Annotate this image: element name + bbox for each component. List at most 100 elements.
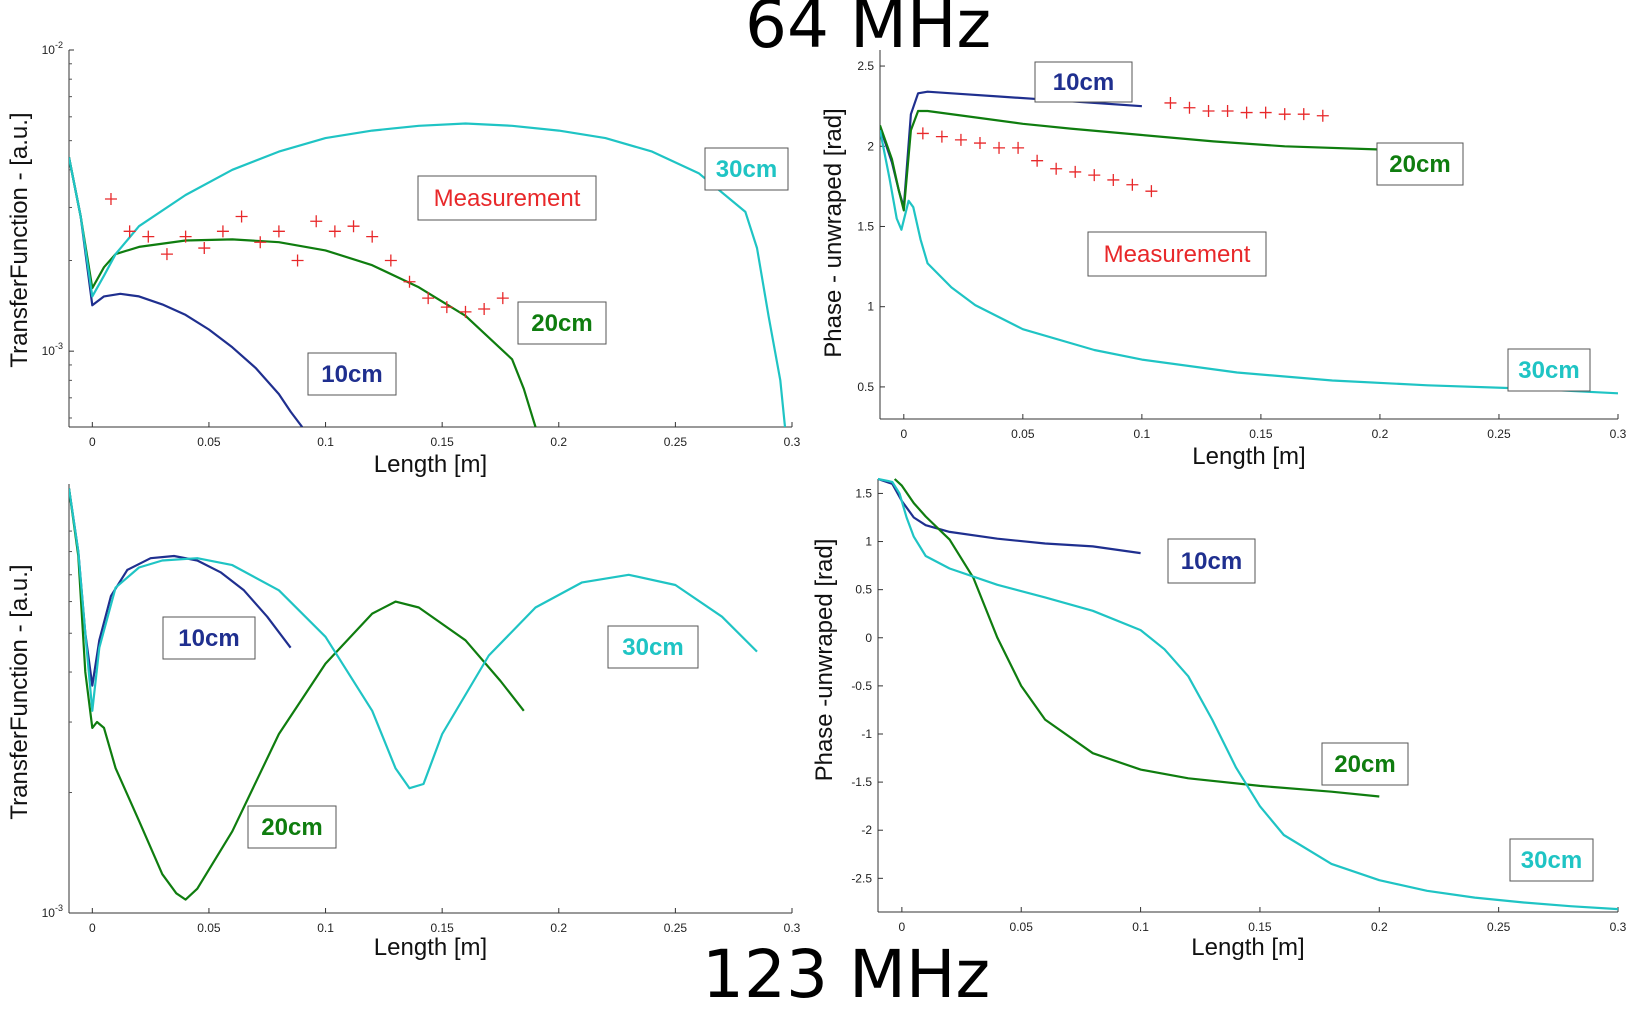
series-line-10cm — [69, 157, 304, 427]
x-tick-label: 0 — [900, 427, 907, 441]
measurement-point — [179, 230, 192, 243]
measurement-point — [496, 292, 509, 305]
annotation-20cm: 20cm — [1376, 142, 1464, 186]
x-tick-label: 0.15 — [1248, 920, 1272, 934]
y-tick-label: 1.5 — [855, 486, 872, 500]
annotation-label: 20cm — [531, 310, 592, 337]
y-tick-label: 10-3 — [42, 903, 63, 920]
annotation-box — [417, 175, 597, 221]
x-tick-label: 0.1 — [317, 921, 334, 935]
y-axis-label: TransferFunction - [a.u.] — [6, 112, 33, 367]
measurement-point — [123, 225, 136, 238]
series-line-20cm — [880, 109, 1380, 212]
x-tick-label: 0.15 — [430, 921, 454, 935]
measurement-point — [1297, 108, 1310, 121]
annotation-30cm: 30cm — [704, 147, 789, 191]
annotation-box — [1167, 538, 1256, 584]
y-tick-label: -0.5 — [851, 679, 872, 693]
measurement-point — [422, 292, 435, 305]
annotation-box — [307, 352, 397, 396]
x-tick-label: 0.3 — [784, 921, 801, 935]
measurement-point — [310, 215, 323, 228]
x-axis-label: Length [m] — [374, 451, 487, 478]
annotation-box — [1087, 231, 1267, 277]
x-tick-label: 0.1 — [1134, 427, 1151, 441]
annotation-label: Measurement — [1104, 241, 1251, 268]
y-tick-label: 2.5 — [857, 59, 874, 73]
y-tick-label: 0 — [865, 631, 872, 645]
x-tick-label: 0.3 — [1610, 427, 1627, 441]
y-tick-label: -1 — [861, 727, 872, 741]
x-tick-label: 0.2 — [550, 921, 567, 935]
measurement-point — [478, 303, 491, 316]
annotation-box — [247, 805, 337, 849]
x-tick-label: 0 — [89, 921, 96, 935]
x-tick-label: 0.2 — [550, 435, 567, 449]
annotation-label: 10cm — [1181, 548, 1242, 575]
y-tick-label: -1.5 — [851, 775, 872, 789]
x-tick-label: 0.3 — [1610, 920, 1627, 934]
annotation-label: 30cm — [622, 634, 683, 661]
x-tick-label: 0.1 — [317, 435, 334, 449]
x-tick-label: 0.05 — [197, 921, 221, 935]
measurement-point — [916, 127, 929, 140]
annotation-10cm: 10cm — [1167, 538, 1256, 584]
annotation-box — [704, 147, 789, 191]
series-line-20cm — [69, 157, 537, 427]
x-tick-label: 0.15 — [1249, 427, 1273, 441]
annotation-measurement: Measurement — [1087, 231, 1267, 277]
y-tick-label: 0.5 — [855, 583, 872, 597]
measurement-point — [216, 225, 229, 238]
annotation-label: 10cm — [1053, 69, 1114, 96]
y-tick-label: 0.5 — [857, 380, 874, 394]
measurement-point — [160, 248, 173, 261]
measurement-point — [104, 193, 117, 206]
annotation-20cm: 20cm — [1321, 742, 1409, 786]
annotation-label: 20cm — [1389, 151, 1450, 178]
series-line-20cm — [69, 488, 525, 901]
series-line-30cm — [69, 488, 758, 790]
annotation-20cm: 20cm — [517, 301, 607, 345]
x-axis-label: Length [m] — [1192, 443, 1305, 470]
measurement-point — [1126, 178, 1139, 191]
annotation-box — [162, 616, 256, 660]
annotation-measurement: Measurement — [417, 175, 597, 221]
x-tick-label: 0.1 — [1132, 920, 1149, 934]
x-tick-label: 0.15 — [430, 435, 454, 449]
annotation-box — [1034, 61, 1133, 103]
measurement-point — [1316, 109, 1329, 122]
measurement-point — [272, 225, 285, 238]
measurement-point — [1088, 169, 1101, 182]
annotation-box — [1509, 838, 1594, 882]
measurement-point — [935, 130, 948, 143]
measurement-point — [1012, 141, 1025, 154]
measurement-point — [347, 220, 360, 233]
title-123mhz: 123 MHz — [702, 936, 991, 1013]
measurement-point — [403, 275, 416, 288]
annotation-label: 30cm — [1521, 847, 1582, 874]
measurement-point — [1183, 101, 1196, 114]
measurement-point — [1221, 104, 1234, 117]
measurement-point — [1107, 173, 1120, 186]
annotation-box — [1376, 142, 1464, 186]
measurement-point — [1259, 106, 1272, 119]
measurement-point — [235, 210, 248, 223]
annotation-label: 20cm — [1334, 751, 1395, 778]
series-line-30cm — [878, 477, 1618, 911]
annotation-box — [1321, 742, 1409, 786]
measurement-point — [1145, 185, 1158, 198]
x-tick-label: 0.2 — [1372, 427, 1389, 441]
measurement-point — [254, 236, 267, 249]
y-tick-label: 1 — [867, 300, 874, 314]
measurement-point — [954, 133, 967, 146]
annotation-10cm: 10cm — [307, 352, 397, 396]
annotation-30cm: 30cm — [607, 625, 699, 669]
measurement-point — [291, 254, 304, 267]
x-tick-label: 0.05 — [197, 435, 221, 449]
measurement-point — [1240, 106, 1253, 119]
x-tick-label: 0 — [899, 920, 906, 934]
x-axis-label: Length [m] — [1191, 934, 1304, 961]
y-axis-label: Phase -unwraped [rad] — [811, 539, 838, 782]
